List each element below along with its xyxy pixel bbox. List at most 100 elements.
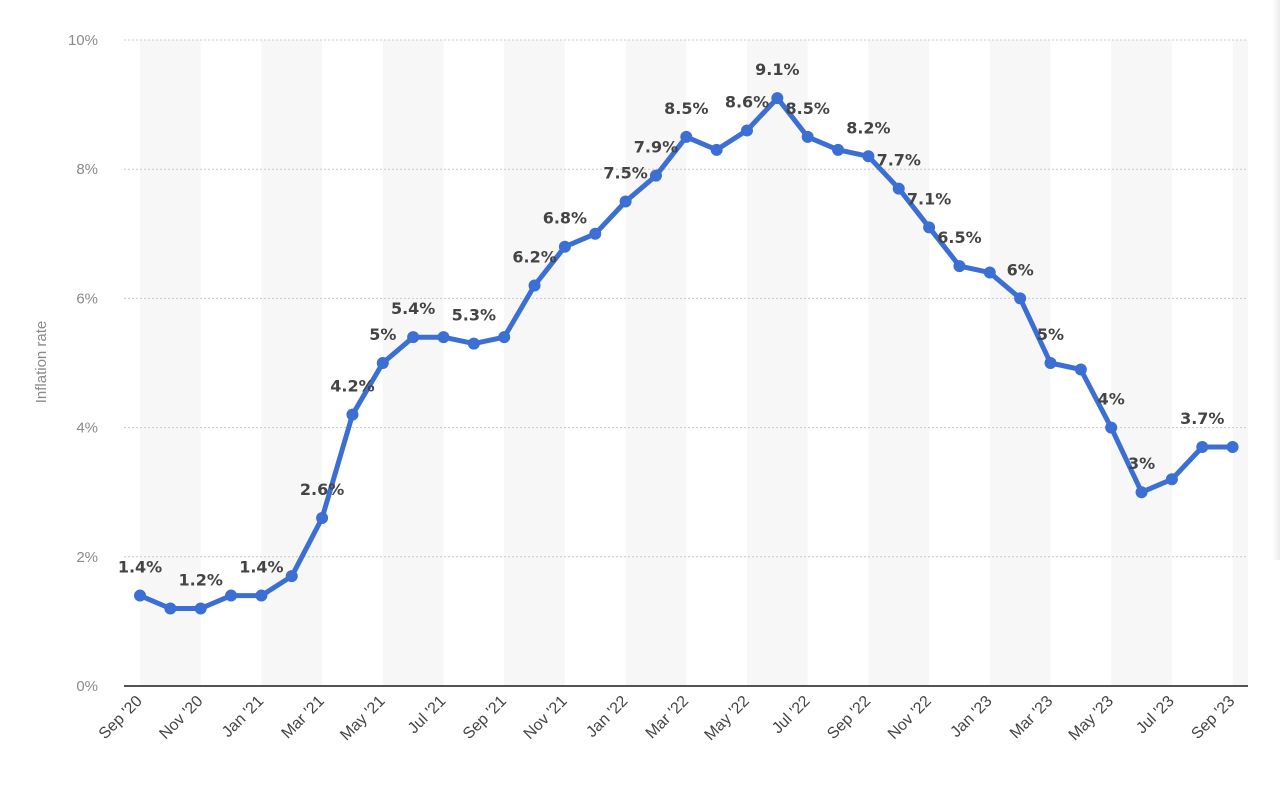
data-point <box>437 331 450 344</box>
x-tick-label: Sep '21 <box>460 693 510 743</box>
data-point <box>771 92 784 105</box>
data-point <box>862 150 875 163</box>
y-tick-label: 0% <box>76 678 98 695</box>
data-point <box>285 570 298 583</box>
data-point <box>953 260 966 273</box>
data-point <box>164 602 177 615</box>
x-tick-label: Sep '22 <box>824 693 874 743</box>
data-label: 3% <box>1128 454 1155 473</box>
data-point <box>558 240 571 253</box>
data-label: 7.5% <box>603 164 647 183</box>
data-points <box>134 92 1239 615</box>
data-labels: 1.4% 1.2% 1.4% 2.6% 4.2% 5% 5.4% 5.3% 6.2% 6.8% 7.… <box>118 60 1225 589</box>
y-tick-label: 6% <box>76 290 98 307</box>
data-label: 7.7% <box>877 151 921 170</box>
x-tick-label: Jul '22 <box>769 693 813 737</box>
data-point <box>589 227 602 240</box>
data-point <box>225 589 238 602</box>
data-point <box>528 279 541 292</box>
data-label: 5% <box>369 325 396 344</box>
y-tick-label: 2% <box>76 549 98 566</box>
data-point <box>376 357 389 369</box>
background-band <box>747 40 808 686</box>
background-band <box>868 40 930 686</box>
data-label: 1.2% <box>179 570 223 589</box>
x-tick-label: Mar '22 <box>643 693 692 742</box>
x-tick-label: Sep '23 <box>1188 693 1238 743</box>
data-label: 4% <box>1098 390 1125 409</box>
x-tick-label: Jul '21 <box>405 693 449 737</box>
data-point <box>1226 440 1239 453</box>
data-label: 5% <box>1037 325 1064 344</box>
y-tick-label: 8% <box>76 161 98 178</box>
data-point <box>316 512 329 525</box>
gridlines <box>124 39 1248 687</box>
data-point <box>467 337 480 350</box>
data-label: 5.4% <box>391 299 435 318</box>
data-point <box>1074 363 1087 376</box>
data-label: 1.4% <box>239 558 283 577</box>
x-tick-label: Nov '20 <box>157 693 207 743</box>
data-label: 3.7% <box>1180 409 1224 428</box>
data-point <box>649 169 662 182</box>
data-label: 7.9% <box>634 138 678 157</box>
x-tick-label: Sep '20 <box>96 693 146 743</box>
background-band <box>504 40 565 686</box>
data-point <box>346 408 359 421</box>
background-band <box>1232 40 1248 686</box>
data-point <box>255 589 268 602</box>
data-point <box>923 221 936 234</box>
data-point <box>983 266 996 279</box>
background-bands <box>140 40 1248 686</box>
data-point <box>892 182 905 195</box>
x-axis-ticks: Sep '20 Nov '20 Jan '21 Mar '21 May '21 Jul '… <box>96 693 1239 744</box>
data-point <box>1105 421 1118 434</box>
x-tick-label: Mar '23 <box>1007 693 1056 742</box>
data-label: 6.5% <box>937 228 981 247</box>
data-point <box>1044 357 1057 369</box>
data-label: 8.6% <box>725 92 769 111</box>
data-label: 6.8% <box>543 209 587 228</box>
data-point <box>1014 292 1027 305</box>
data-label: 4.2% <box>330 377 374 396</box>
x-tick-label: Mar '21 <box>279 693 328 742</box>
x-tick-label: Jan '21 <box>219 693 267 741</box>
data-point <box>134 589 146 602</box>
data-label: 1.4% <box>118 558 162 577</box>
x-tick-label: Nov '21 <box>521 693 571 743</box>
data-label: 2.6% <box>300 480 344 499</box>
x-tick-label: May '22 <box>702 693 753 744</box>
data-label: 7.1% <box>907 189 951 208</box>
background-band <box>1111 40 1172 686</box>
x-tick-label: May '23 <box>1066 693 1117 744</box>
data-point <box>1135 486 1148 499</box>
background-band <box>140 40 201 686</box>
y-axis-ticks: 0% 2% 4% 6% 8% 10% <box>68 32 98 695</box>
data-label: 8.5% <box>786 99 830 118</box>
right-edge-shadow <box>1272 0 1280 560</box>
background-band <box>989 40 1051 686</box>
data-point <box>194 602 207 615</box>
y-axis-label: Inflation rate <box>33 321 50 404</box>
data-label: 8.5% <box>664 99 708 118</box>
x-tick-label: Jul '23 <box>1133 693 1177 737</box>
data-label: 5.3% <box>452 306 496 325</box>
data-point <box>619 195 632 208</box>
data-label: 9.1% <box>755 60 799 79</box>
data-label: 6.2% <box>512 247 556 266</box>
y-tick-label: 4% <box>76 420 98 437</box>
data-point <box>801 130 814 143</box>
data-point <box>832 143 845 156</box>
data-point <box>1165 473 1178 486</box>
background-band <box>382 40 444 686</box>
data-label: 6% <box>1007 260 1034 279</box>
x-tick-label: Nov '22 <box>885 693 935 743</box>
data-point <box>741 124 753 137</box>
data-point <box>680 130 693 143</box>
x-tick-label: May '21 <box>337 693 388 744</box>
x-tick-label: Jan '23 <box>947 693 995 741</box>
y-tick-label: 10% <box>68 32 98 49</box>
data-point <box>710 143 723 156</box>
